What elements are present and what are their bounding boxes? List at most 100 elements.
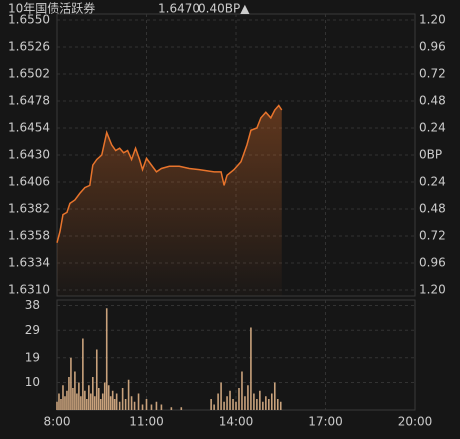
volume-bar	[64, 396, 66, 410]
volume-bar	[271, 393, 273, 410]
volume-bar	[118, 401, 121, 410]
volume-bar	[253, 393, 255, 410]
volume-bar	[93, 396, 96, 410]
volume-bar	[90, 393, 92, 410]
volume-bar	[276, 399, 279, 410]
y2-tick-label: 1.20	[419, 13, 446, 27]
y2-tick-label: 0.48	[419, 202, 446, 216]
y-tick-label: 1.6382	[8, 202, 50, 216]
volume-bar	[262, 401, 264, 410]
volume-bar	[160, 404, 163, 410]
volume-bar	[68, 377, 70, 410]
y-tick-label: 1.6550	[8, 13, 50, 27]
volume-bar	[60, 399, 62, 410]
volume-bar	[92, 377, 94, 410]
volume-bar	[247, 385, 249, 410]
volume-bar	[232, 399, 234, 410]
volume-bar	[111, 390, 114, 410]
volume-bar	[137, 393, 140, 410]
instrument-name: 10年国债活跃券	[8, 1, 95, 16]
volume-bar	[82, 338, 84, 410]
volume-bar	[127, 379, 130, 410]
y2-tick-label: 0.72	[419, 67, 446, 81]
y-tick-label: 38	[25, 298, 40, 312]
volume-bar	[78, 382, 80, 410]
y-tick-label: 1.6478	[8, 94, 50, 108]
volume-bar	[268, 399, 270, 410]
volume-bar	[223, 401, 225, 410]
volume-bar	[244, 396, 246, 410]
price-area	[57, 105, 282, 296]
y2-tick-label: 0.24	[419, 121, 446, 135]
volume-bar	[109, 396, 112, 410]
y2-tick-label: 0.24	[419, 175, 446, 189]
volume-bar	[141, 404, 144, 410]
volume-bar	[84, 390, 86, 410]
y-tick-label: 1.6334	[8, 256, 50, 270]
volume-bar	[220, 382, 222, 410]
volume-bar	[124, 399, 127, 410]
volume-bar	[76, 393, 78, 410]
volume-bar	[86, 399, 88, 410]
volume-bar	[180, 407, 183, 410]
x-tick-label: 17:00	[308, 415, 343, 429]
volume-bar	[72, 388, 74, 410]
volume-bar	[115, 393, 118, 410]
x-tick-label: 11:00	[129, 415, 164, 429]
volume-bar	[259, 390, 261, 410]
volume-bar	[241, 371, 243, 410]
volume-bar	[250, 327, 252, 410]
volume-bar	[235, 401, 237, 410]
volume-bar	[279, 401, 282, 410]
volume-bar	[265, 396, 267, 410]
y-tick-label: 1.6310	[8, 283, 50, 297]
volume-bar	[97, 388, 100, 410]
y-tick-label: 1.6430	[8, 148, 50, 162]
volume-bar	[58, 393, 60, 410]
volume-bar	[210, 399, 212, 410]
y-tick-label: 19	[25, 350, 40, 364]
y2-tick-label: 0BP	[419, 148, 442, 162]
volume-bar	[121, 388, 124, 410]
y-tick-label: 10	[25, 375, 40, 389]
y-tick-label: 1.6454	[8, 121, 50, 135]
price-line	[56, 104, 283, 243]
volume-bar	[66, 390, 68, 410]
volume-bar	[105, 308, 108, 410]
last-price: 1.6470	[158, 2, 200, 16]
volume-bar	[130, 396, 133, 410]
volume-bar	[56, 401, 58, 410]
price-change: 0.40BP▲	[198, 2, 250, 16]
y-tick-label: 1.6502	[8, 67, 50, 81]
volume-bar	[88, 385, 90, 410]
volume-bar	[273, 382, 276, 410]
volume-bar	[226, 396, 228, 410]
y-tick-label: 1.6406	[8, 175, 50, 189]
y2-tick-label: 1.20	[419, 283, 446, 297]
volume-bar	[133, 401, 136, 410]
y2-tick-label: 0.96	[419, 40, 446, 54]
y2-tick-label: 0.96	[419, 256, 446, 270]
volume-bar	[229, 390, 231, 410]
volume-bar	[101, 393, 104, 410]
volume-bar	[74, 371, 76, 410]
y-tick-label: 29	[25, 323, 40, 337]
volume-bar	[150, 404, 153, 410]
volume-bar	[99, 399, 102, 410]
y2-tick-label: 0.72	[419, 229, 446, 243]
x-tick-label: 14:00	[219, 415, 254, 429]
volume-bar	[217, 393, 219, 410]
volume-bar	[62, 385, 64, 410]
volume-bar	[80, 396, 82, 410]
volume-bar	[107, 385, 110, 410]
y-tick-label: 1.6358	[8, 229, 50, 243]
volume-bar	[145, 399, 148, 410]
volume-bar	[238, 388, 240, 410]
volume-bar	[70, 357, 72, 410]
volume-bar	[113, 399, 116, 410]
volume-bar	[103, 382, 106, 410]
volume-bar	[213, 404, 215, 410]
x-tick-label: 20:00	[398, 415, 433, 429]
